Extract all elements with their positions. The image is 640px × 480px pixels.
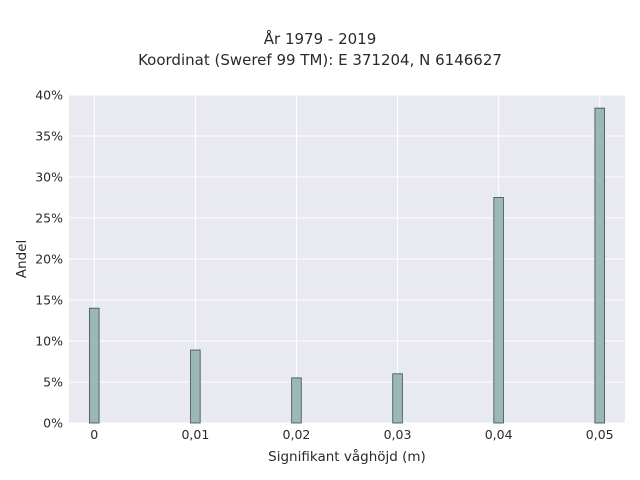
x-tick-label: 0,03: [384, 427, 412, 442]
chart-title-line-2: Koordinat (Sweref 99 TM): E 371204, N 61…: [138, 51, 502, 69]
x-axis-label: Signifikant våghöjd (m): [268, 448, 426, 465]
x-tick-labels: 0 0,01 0,02 0,03 0,04 0,05: [90, 427, 613, 442]
y-tick-labels: 0% 5% 10% 15% 20% 25% 30% 35% 40%: [35, 88, 63, 431]
x-tick-label: 0,04: [485, 427, 513, 442]
y-tick-label: 15%: [35, 293, 63, 308]
y-tick-label: 35%: [35, 129, 63, 144]
bar: [493, 197, 504, 424]
bar: [594, 107, 605, 424]
grid-lines: [69, 94, 625, 424]
bar: [89, 307, 100, 424]
bar: [392, 373, 403, 424]
x-tick-label: 0,01: [181, 427, 209, 442]
y-tick-label: 20%: [35, 252, 63, 267]
y-tick-label: 25%: [35, 211, 63, 226]
y-axis-label: Andel: [14, 240, 30, 278]
bars: [89, 107, 605, 424]
y-tick-label: 30%: [35, 170, 63, 185]
bar: [190, 349, 201, 424]
chart-title-line-1: År 1979 - 2019: [263, 30, 377, 48]
x-tick-label: 0,02: [283, 427, 311, 442]
y-tick-label: 5%: [43, 375, 63, 390]
bar: [291, 377, 302, 424]
x-tick-label: 0,05: [586, 427, 614, 442]
x-tick-label: 0: [90, 427, 98, 442]
y-tick-label: 0%: [43, 416, 63, 431]
y-tick-label: 40%: [35, 88, 63, 103]
y-tick-label: 10%: [35, 334, 63, 349]
